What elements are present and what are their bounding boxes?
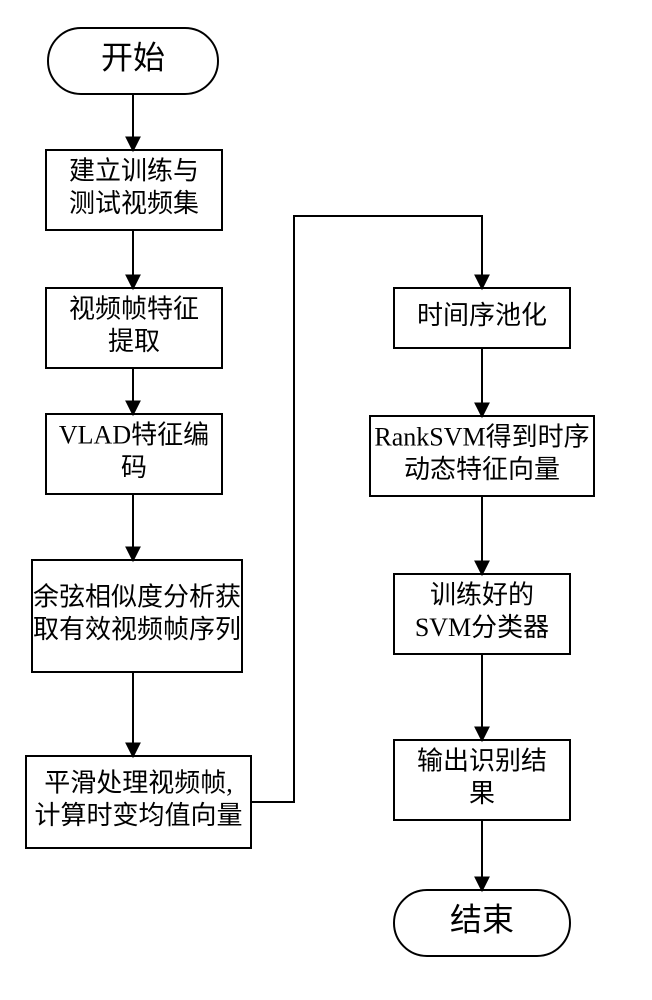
- node-n5-label-1: 计算时变均值向量: [34, 801, 242, 830]
- node-n9: 输出识别结果: [394, 740, 570, 820]
- node-n5: 平滑处理视频帧, 计算时变均值向量: [26, 756, 251, 848]
- node-start: 开始: [48, 28, 218, 94]
- node-n2: 视频帧特征提取: [46, 288, 222, 368]
- node-n7-label-0: RankSVM得到时序: [374, 423, 589, 452]
- node-end-label-0: 结束: [450, 901, 514, 937]
- node-n4-label-1: 取有效视频帧序列: [33, 615, 241, 644]
- node-n8-label-1: SVM分类器: [415, 613, 549, 642]
- node-n1-label-0: 建立训练与: [69, 157, 199, 186]
- node-n8: 训练好的 SVM分类器: [394, 574, 570, 654]
- node-end: 结束: [394, 890, 570, 956]
- node-n5-label-0: 平滑处理视频帧,: [44, 769, 233, 798]
- node-n7: RankSVM得到时序动态特征向量: [370, 416, 594, 496]
- node-n2-label-1: 提取: [108, 327, 160, 356]
- node-n1-label-1: 测试视频集: [69, 189, 199, 218]
- node-n4: 余弦相似度分析获取有效视频帧序列: [32, 560, 242, 672]
- node-n9-label-0: 输出识别结: [417, 747, 547, 776]
- node-n4-label-0: 余弦相似度分析获: [33, 583, 241, 612]
- node-n6-label-0: 时间序池化: [417, 301, 547, 330]
- node-n9-label-1: 果: [469, 779, 495, 808]
- node-n3-label-1: 码: [121, 453, 147, 482]
- node-start-label-0: 开始: [101, 39, 165, 75]
- node-n6: 时间序池化: [394, 288, 570, 348]
- node-n8-label-0: 训练好的: [430, 581, 534, 610]
- node-n1: 建立训练与测试视频集: [46, 150, 222, 230]
- node-n7-label-1: 动态特征向量: [404, 455, 560, 484]
- node-n3: VLAD特征编码: [46, 414, 222, 494]
- node-n3-label-0: VLAD特征编: [59, 421, 209, 450]
- node-n2-label-0: 视频帧特征: [69, 295, 199, 324]
